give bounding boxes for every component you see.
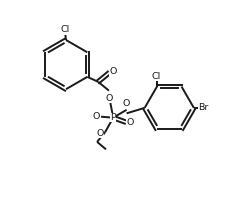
Text: Cl: Cl [151, 72, 161, 81]
Text: O: O [105, 94, 113, 103]
Text: Br: Br [198, 103, 208, 112]
Text: O: O [97, 129, 104, 138]
Text: O: O [110, 68, 117, 76]
Text: O: O [127, 118, 134, 127]
Text: P: P [110, 113, 116, 122]
Text: Cl: Cl [60, 25, 70, 34]
Text: O: O [123, 99, 130, 109]
Text: O: O [93, 112, 100, 121]
